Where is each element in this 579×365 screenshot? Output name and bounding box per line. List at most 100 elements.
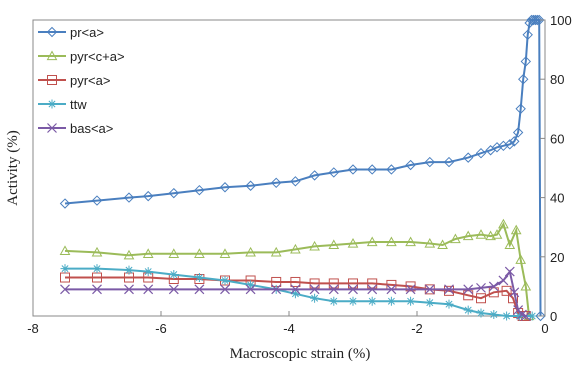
legend-label: bas<a> [70,121,113,136]
data-point [485,230,496,241]
data-point [450,233,461,244]
data-point [462,230,474,241]
x-axis-title: Macroscopic strain (%) [230,346,371,362]
data-point [194,248,205,258]
legend: pr<a> pyr<c+a> pyr<a> ttw bas<a> [38,25,125,136]
data-point [290,176,301,187]
legend-label: pr<a> [70,25,104,40]
y-axis-title: Activity (%) [5,130,21,205]
data-point [271,284,282,295]
legend-marker [46,50,58,61]
data-point [91,195,103,206]
data-point [406,296,416,306]
data-point [142,248,154,258]
data-point [348,284,358,295]
data-point [124,265,134,275]
data-point [405,281,416,292]
data-point [534,14,545,26]
data-point [491,142,503,153]
data-point [512,127,524,138]
data-point [142,190,154,202]
data-point [501,285,512,296]
data-point [443,156,455,168]
data-point [220,275,230,285]
data-point [509,287,520,298]
data-point [475,147,487,159]
series-4 [60,264,537,321]
data-point [386,284,397,295]
data-point [245,284,256,295]
data-point [123,192,135,203]
data-point [329,296,339,306]
legend-item: pyr<a> [38,73,110,88]
data-point [290,284,301,295]
data-point [491,229,503,239]
data-point [498,218,509,229]
legend-item: pyr<c+a> [38,49,125,64]
data-point [386,236,397,247]
data-point [515,103,526,115]
data-point [463,290,474,301]
data-point [520,280,532,291]
data-point [328,167,340,178]
data-point [91,246,103,257]
data-point [498,140,509,152]
data-point [520,56,532,67]
data-point [92,284,102,295]
data-point [169,270,179,280]
legend-label: pyr<a> [70,73,110,88]
data-point [476,308,486,318]
data-point [245,180,256,191]
y-tick-label: 60 [550,131,564,146]
data-point [444,284,454,295]
data-point [310,293,320,303]
data-point [424,156,436,168]
legend-marker [47,75,57,85]
data-point [220,284,230,295]
data-point [219,182,231,193]
x-tick-label: -8 [27,321,39,336]
data-point [367,296,377,306]
data-point [270,246,282,257]
data-point [60,264,70,274]
data-point [489,310,499,320]
data-point [405,236,416,247]
legend-marker [46,26,58,38]
legend-marker [47,123,57,133]
data-point [124,284,134,295]
y-tick-label: 40 [550,191,564,206]
data-point [444,299,454,309]
data-point [92,264,102,274]
data-point [488,287,499,298]
data-point [143,284,154,295]
data-point [348,296,358,306]
data-point [488,281,499,292]
data-point [366,236,378,247]
data-point [498,275,509,286]
y-tick-label: 100 [550,13,572,28]
x-tick-label: -6 [155,321,167,336]
data-point [424,237,436,248]
data-point [59,198,71,209]
data-point [60,284,70,295]
plot-frame [32,19,546,317]
x-tick-label: 0 [541,321,548,336]
y-tick-label: 0 [550,309,557,324]
data-point [510,224,522,235]
data-point [405,159,416,171]
data-point [535,310,546,322]
y-tick-label: 20 [550,250,564,265]
data-point [515,254,527,264]
data-point [367,278,378,289]
data-point [309,240,320,251]
data-point [328,284,339,295]
tick-layer: -8 -6 -4 -2 00 20 40 60 80 100 [27,13,571,336]
data-point [504,239,516,250]
data-point [509,136,520,147]
data-point [530,14,541,26]
series-layer [59,14,546,322]
data-point [437,239,448,250]
data-point [245,246,256,257]
series-1 [59,14,546,322]
data-point [527,311,537,321]
